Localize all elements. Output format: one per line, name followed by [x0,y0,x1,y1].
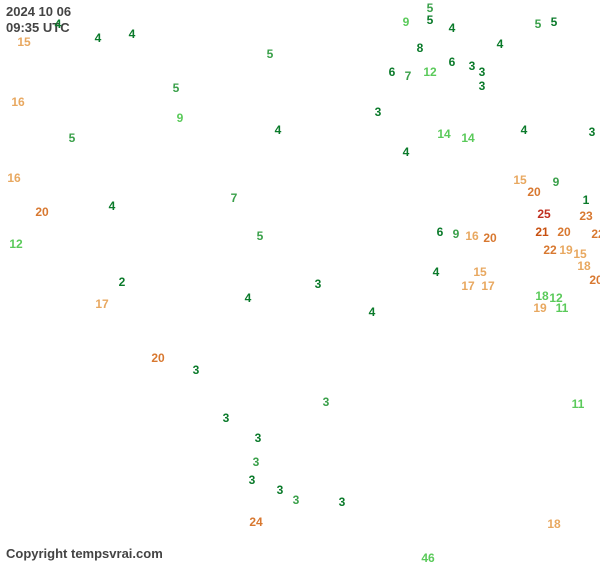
data-point: 4 [109,199,116,213]
data-point: 17 [461,279,474,293]
data-point: 11 [572,397,585,411]
data-point: 19 [533,301,546,315]
data-point: 11 [556,301,569,315]
data-point: 4 [433,265,440,279]
data-point: 15 [513,173,526,187]
data-point: 16 [465,229,478,243]
data-point: 5 [551,15,558,29]
data-point: 20 [527,185,540,199]
data-point: 20 [483,231,496,245]
data-point: 4 [245,291,252,305]
data-point: 18 [577,259,590,273]
data-point: 22 [591,227,600,241]
data-point: 4 [497,37,504,51]
data-point: 17 [95,297,108,311]
data-point: 2 [119,275,126,289]
data-point: 46 [421,551,434,565]
data-point: 3 [469,59,476,73]
data-point: 7 [405,69,412,83]
data-point: 5 [257,229,264,243]
data-point: 3 [479,65,486,79]
data-point: 14 [437,127,450,141]
data-point: 17 [481,279,494,293]
data-point: 3 [249,473,256,487]
data-point: 3 [223,411,230,425]
data-point: 7 [231,191,238,205]
data-point: 1 [583,193,590,207]
data-point: 14 [461,131,474,145]
data-point: 23 [579,209,592,223]
data-point: 5 [69,131,76,145]
data-point: 9 [403,15,410,29]
data-point: 3 [193,363,200,377]
data-point: 6 [389,65,396,79]
data-point: 5 [267,47,274,61]
data-point: 4 [95,31,102,45]
data-point: 4 [403,145,410,159]
data-point: 12 [423,65,436,79]
data-point: 3 [589,125,596,139]
data-point: 5 [173,81,180,95]
data-point: 19 [559,243,572,257]
data-point: 5 [427,13,434,27]
copyright: Copyright tempsvrai.com [6,546,163,561]
data-point: 3 [375,105,382,119]
data-point: 21 [535,225,548,239]
data-point: 22 [543,243,556,257]
data-point: 6 [449,55,456,69]
data-point: 15 [17,35,30,49]
data-point: 4 [369,305,376,319]
data-point: 8 [417,41,424,55]
data-point: 15 [473,265,486,279]
data-point: 3 [323,395,330,409]
data-point: 16 [11,95,24,109]
data-point: 4 [449,21,456,35]
data-point: 25 [537,207,550,221]
data-point: 4 [129,27,136,41]
data-point: 24 [249,515,262,529]
data-point: 9 [177,111,184,125]
data-point: 3 [479,79,486,93]
data-point: 5 [427,1,434,15]
data-point: 9 [553,175,560,189]
data-point: 18 [547,517,560,531]
data-point: 3 [315,277,322,291]
data-point: 3 [293,493,300,507]
data-point: 4 [275,123,282,137]
data-point: 6 [437,225,444,239]
data-point: 16 [7,171,20,185]
data-point: 9 [453,227,460,241]
data-point: 5 [535,17,542,31]
data-point: 3 [339,495,346,509]
data-point: 20 [151,351,164,365]
data-point: 4 [521,123,528,137]
data-point: 3 [253,455,260,469]
data-point: 3 [277,483,284,497]
data-point: 4 [55,17,62,31]
data-point: 3 [255,431,262,445]
data-point: 20 [557,225,570,239]
data-point: 20 [589,273,600,287]
data-point: 12 [9,237,22,251]
data-point: 20 [35,205,48,219]
